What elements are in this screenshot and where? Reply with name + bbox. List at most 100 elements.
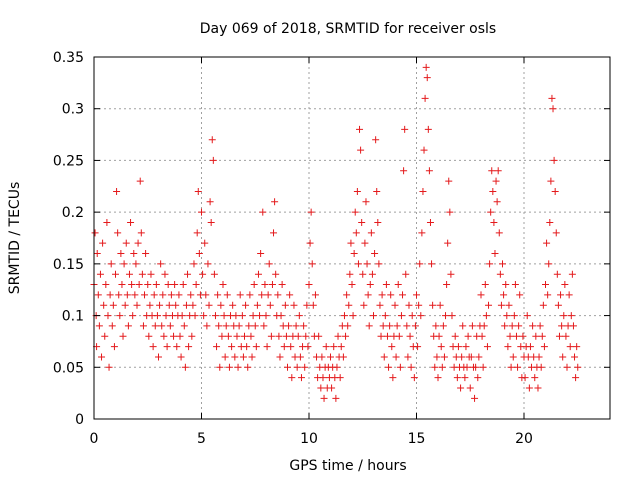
data-point	[149, 343, 157, 351]
data-point	[447, 270, 455, 278]
data-point	[135, 281, 143, 289]
data-point	[406, 332, 414, 340]
data-point	[495, 229, 503, 237]
data-point	[285, 322, 293, 330]
data-point	[322, 343, 330, 351]
data-point	[229, 301, 237, 309]
data-point	[267, 332, 275, 340]
data-point	[216, 363, 224, 371]
data-point	[258, 291, 266, 299]
data-point	[192, 281, 200, 289]
data-point	[461, 374, 469, 382]
data-point	[262, 312, 270, 320]
data-point	[491, 250, 499, 258]
data-point	[401, 125, 409, 133]
data-point	[327, 353, 334, 361]
data-point	[399, 291, 407, 299]
data-point	[105, 363, 113, 371]
data-point	[501, 322, 509, 330]
data-point	[420, 146, 428, 154]
data-point	[152, 281, 160, 289]
data-point	[358, 218, 366, 226]
data-point	[382, 281, 390, 289]
data-point	[112, 270, 119, 278]
axis-ticks: 0 0.05 0.1 0.15 0.2 0.25 0.3 0.35 0 5 10 15 20	[53, 50, 610, 447]
data-point	[393, 322, 401, 330]
data-point	[407, 363, 415, 371]
data-point	[162, 312, 170, 320]
data-point	[220, 312, 228, 320]
data-point	[199, 270, 207, 278]
data-point	[93, 250, 101, 258]
data-point	[532, 332, 540, 340]
data-point	[554, 301, 562, 309]
data-point	[549, 105, 557, 113]
data-point	[194, 187, 202, 195]
data-point	[249, 312, 257, 320]
data-point	[519, 332, 527, 340]
data-point	[448, 312, 456, 320]
data-point	[156, 301, 164, 309]
data-point	[96, 270, 104, 278]
data-point	[147, 270, 155, 278]
data-point	[109, 301, 117, 309]
data-point	[300, 322, 308, 330]
data-point	[292, 322, 300, 330]
data-point	[538, 332, 546, 340]
data-point	[373, 187, 381, 195]
data-points	[90, 63, 582, 402]
data-point	[429, 301, 437, 309]
data-point	[378, 291, 386, 299]
data-point	[157, 260, 165, 268]
data-point	[419, 187, 427, 195]
data-point	[252, 343, 260, 351]
data-point	[193, 229, 201, 237]
data-point	[278, 281, 286, 289]
data-point	[100, 301, 108, 309]
data-point	[405, 301, 413, 309]
data-point	[133, 301, 141, 309]
data-point	[256, 312, 264, 320]
data-point	[108, 322, 116, 330]
data-point	[511, 281, 519, 289]
data-point	[483, 343, 491, 351]
data-point	[550, 156, 558, 164]
data-point	[205, 301, 213, 309]
data-point	[164, 281, 172, 289]
data-point	[334, 332, 342, 340]
data-point	[362, 198, 370, 206]
data-point	[127, 218, 135, 226]
data-point	[238, 312, 246, 320]
data-point	[446, 208, 454, 216]
data-point	[91, 229, 99, 237]
data-point	[209, 156, 217, 164]
data-point	[223, 291, 231, 299]
data-point	[110, 343, 118, 351]
data-point	[190, 260, 198, 268]
data-point	[555, 332, 563, 340]
data-point	[458, 353, 466, 361]
data-point	[118, 281, 126, 289]
data-point	[565, 291, 573, 299]
data-point	[463, 363, 471, 371]
data-point	[195, 250, 203, 258]
data-point	[244, 363, 252, 371]
data-point	[413, 291, 420, 299]
data-point	[514, 363, 522, 371]
data-point	[151, 322, 159, 330]
data-point	[247, 332, 255, 340]
data-point	[523, 312, 531, 320]
y-tick-label: 0.25	[53, 153, 84, 169]
data-point	[114, 229, 122, 237]
data-point	[284, 363, 291, 371]
data-point	[408, 312, 416, 320]
data-point	[486, 260, 494, 268]
data-point	[500, 291, 508, 299]
data-point	[383, 332, 391, 340]
x-tick-label: 0	[90, 431, 99, 447]
data-point	[137, 229, 145, 237]
data-point	[117, 250, 125, 258]
data-point	[178, 312, 186, 320]
y-tick-label: 0.2	[62, 205, 84, 221]
data-point	[277, 312, 285, 320]
